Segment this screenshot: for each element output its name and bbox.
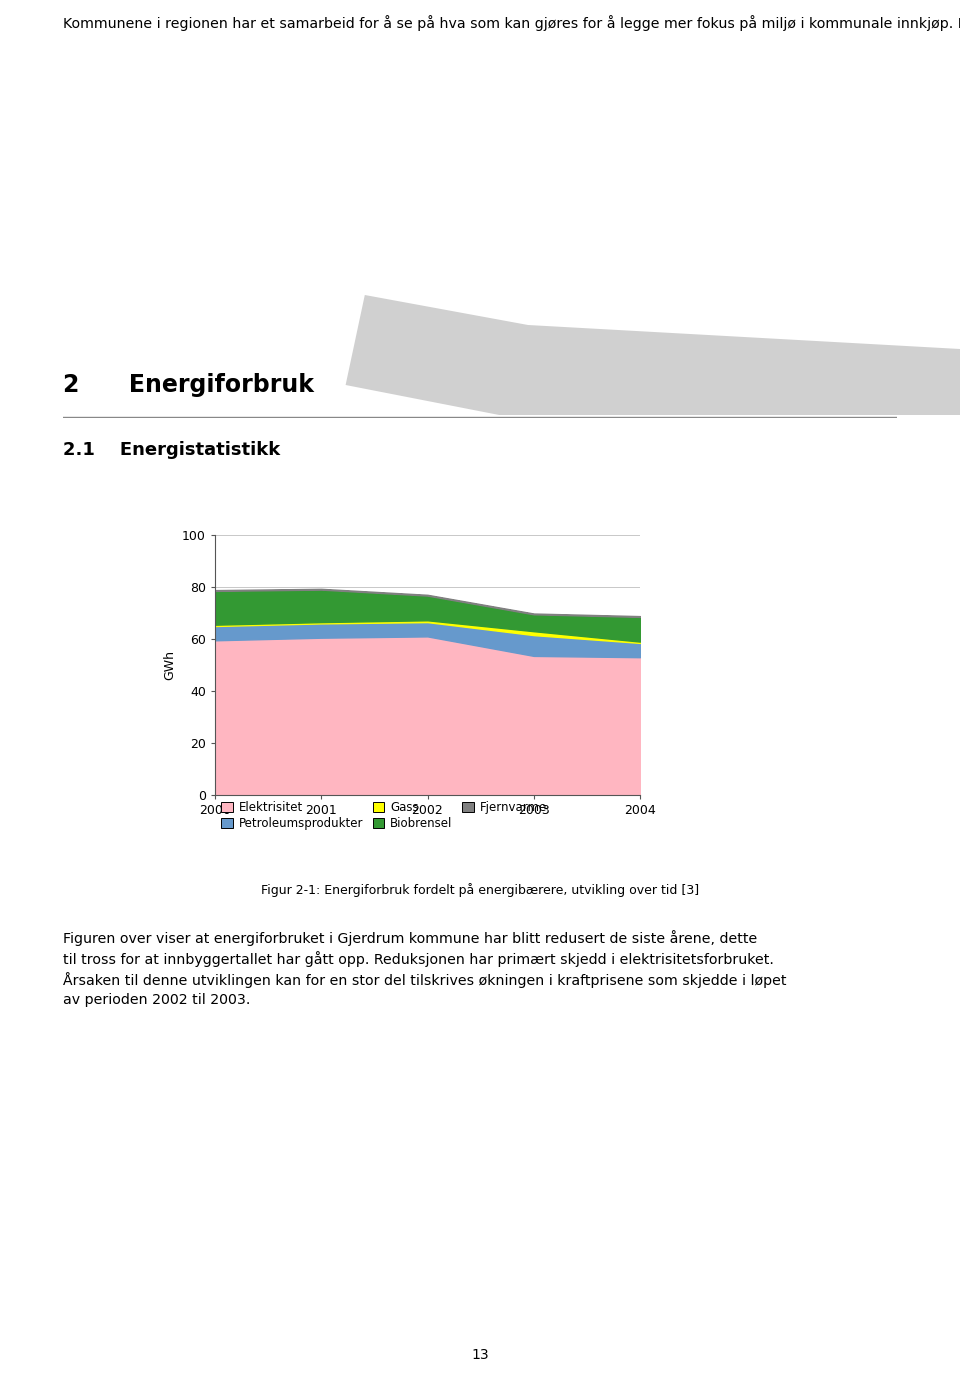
Text: Figur 2-1: Energiforbruk fordelt på energibærere, utvikling over tid [3]: Figur 2-1: Energiforbruk fordelt på ener… — [261, 883, 699, 897]
Text: 13: 13 — [471, 1348, 489, 1362]
Text: Kommunene i regionen har et samarbeid for å se på hva som kan gjøres for å legge: Kommunene i regionen har et samarbeid fo… — [63, 15, 960, 31]
Legend: Elektrisitet, Petroleumsprodukter, Gass, Biobrensel, Fjernvarme: Elektrisitet, Petroleumsprodukter, Gass,… — [221, 801, 547, 830]
Text: 2      Energiforbruk: 2 Energiforbruk — [63, 373, 314, 397]
Text: Figuren over viser at energiforbruket i Gjerdrum kommune har blitt redusert de s: Figuren over viser at energiforbruket i … — [63, 930, 786, 1006]
Y-axis label: GWh: GWh — [163, 650, 177, 680]
Polygon shape — [346, 296, 960, 415]
Text: 2.1    Energistatistikk: 2.1 Energistatistikk — [63, 441, 280, 459]
